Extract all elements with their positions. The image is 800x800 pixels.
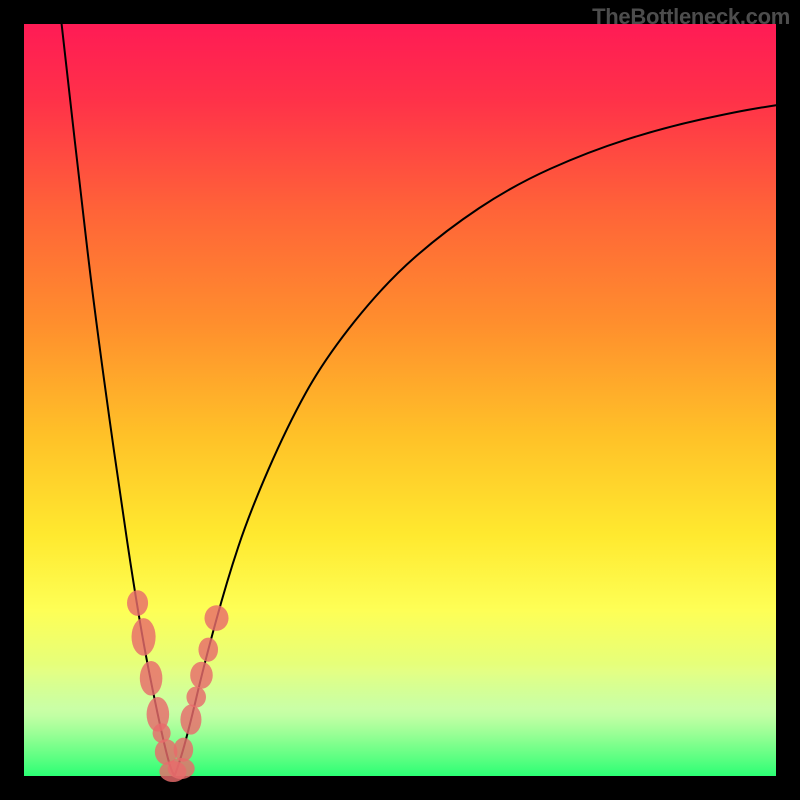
bottleneck-chart [0, 0, 800, 800]
marker-blob [174, 738, 194, 762]
marker-blob [180, 705, 201, 735]
chart-container: TheBottleneck.com [0, 0, 800, 800]
green-band-overlay [24, 663, 776, 776]
marker-blob [140, 661, 163, 696]
marker-blob [132, 618, 156, 656]
marker-blob [198, 638, 218, 662]
marker-blob [190, 662, 213, 689]
watermark-text: TheBottleneck.com [592, 4, 790, 30]
marker-blob [186, 687, 206, 708]
marker-blob [204, 605, 228, 631]
marker-blob [127, 590, 148, 616]
